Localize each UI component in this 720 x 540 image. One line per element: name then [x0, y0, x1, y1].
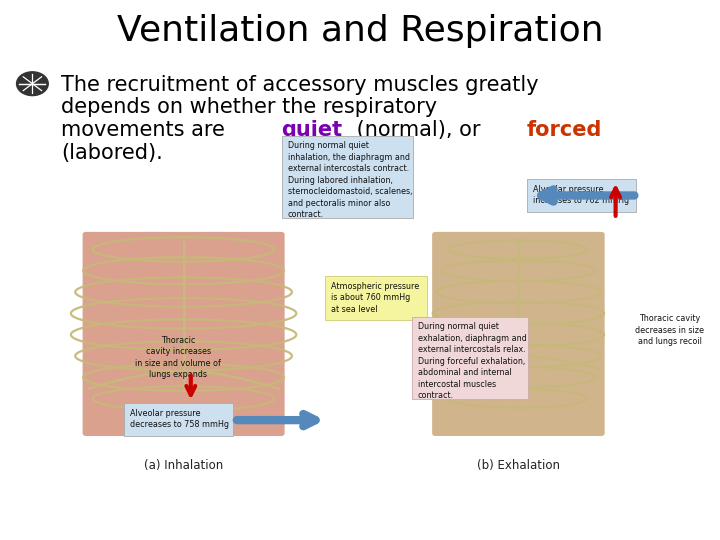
Text: Alveolar pressure
decreases to 758 mmHg: Alveolar pressure decreases to 758 mmHg — [130, 409, 229, 429]
Text: The recruitment of accessory muscles greatly: The recruitment of accessory muscles gre… — [61, 75, 539, 94]
FancyBboxPatch shape — [124, 403, 233, 436]
Text: quiet: quiet — [282, 120, 342, 140]
Text: During normal quiet
exhalation, diaphragm and
external intercostals relax.
Durin: During normal quiet exhalation, diaphrag… — [418, 322, 526, 400]
Text: Thoracic cavity
decreases in size
and lungs recoil: Thoracic cavity decreases in size and lu… — [635, 314, 704, 346]
Text: Thoracic
cavity increases
in size and volume of
lungs expands: Thoracic cavity increases in size and vo… — [135, 336, 221, 379]
Text: During normal quiet
inhalation, the diaphragm and
external intercostals contract: During normal quiet inhalation, the diap… — [288, 141, 413, 219]
Text: movements are: movements are — [61, 120, 232, 140]
Text: depends on whether the respiratory: depends on whether the respiratory — [61, 97, 437, 117]
Text: Atmospheric pressure
is about 760 mmHg
at sea level: Atmospheric pressure is about 760 mmHg a… — [331, 282, 420, 314]
FancyBboxPatch shape — [527, 179, 636, 212]
Text: (normal), or: (normal), or — [350, 120, 487, 140]
Text: (a) Inhalation: (a) Inhalation — [144, 459, 223, 472]
FancyBboxPatch shape — [282, 136, 413, 218]
FancyBboxPatch shape — [412, 317, 528, 399]
Text: (labored).: (labored). — [61, 143, 163, 163]
Text: Alveolar pressure
increases to 762 mmHg: Alveolar pressure increases to 762 mmHg — [533, 185, 629, 205]
FancyBboxPatch shape — [325, 276, 427, 320]
FancyBboxPatch shape — [83, 232, 284, 436]
FancyBboxPatch shape — [432, 232, 605, 436]
Text: (b) Exhalation: (b) Exhalation — [477, 459, 560, 472]
Text: Ventilation and Respiration: Ventilation and Respiration — [117, 14, 603, 48]
Text: forced: forced — [527, 120, 602, 140]
Circle shape — [17, 72, 48, 96]
